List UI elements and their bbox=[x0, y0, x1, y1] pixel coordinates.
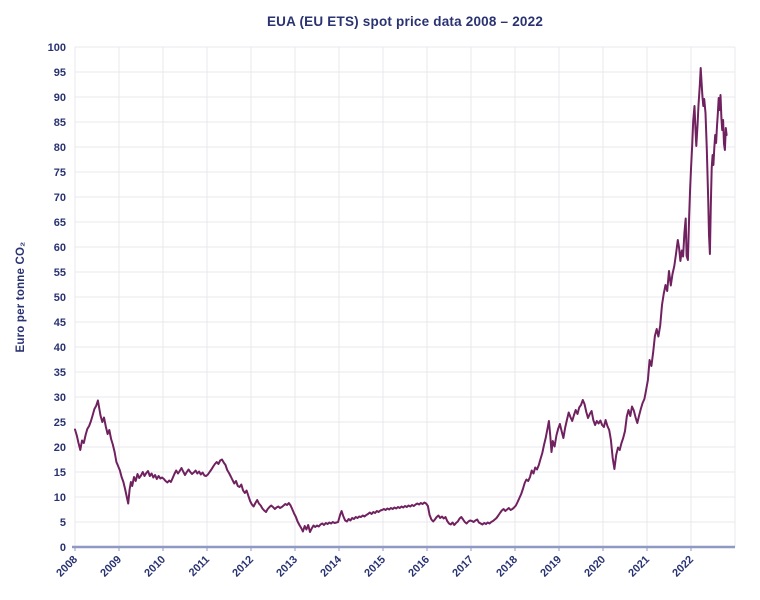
y-tick-label: 40 bbox=[54, 342, 66, 354]
y-tick-label: 5 bbox=[60, 517, 66, 529]
y-tick-label: 35 bbox=[54, 367, 66, 379]
x-tick-label: 2022 bbox=[670, 554, 696, 580]
y-tick-label: 15 bbox=[54, 467, 66, 479]
x-tick-label: 2020 bbox=[582, 554, 608, 580]
y-tick-label: 10 bbox=[54, 492, 66, 504]
y-tick-label: 45 bbox=[54, 317, 66, 329]
y-tick-label: 95 bbox=[54, 67, 66, 79]
y-tick-label: 20 bbox=[54, 442, 66, 454]
y-tick-label: 0 bbox=[60, 542, 66, 554]
price-line bbox=[74, 67, 728, 533]
x-tick-label: 2016 bbox=[406, 554, 432, 580]
y-tick-label: 25 bbox=[54, 417, 66, 429]
y-tick-label: 30 bbox=[54, 392, 66, 404]
x-tick-label: 2019 bbox=[538, 554, 564, 580]
y-tick-label: 60 bbox=[54, 242, 66, 254]
x-tick-label: 2018 bbox=[494, 554, 520, 580]
x-tick-label: 2021 bbox=[626, 554, 652, 580]
x-tick-label: 2013 bbox=[274, 554, 300, 580]
y-tick-label: 90 bbox=[54, 92, 66, 104]
x-tick-label: 2008 bbox=[54, 554, 80, 580]
x-tick-label: 2011 bbox=[187, 554, 212, 579]
y-tick-label: 85 bbox=[54, 117, 66, 129]
y-tick-label: 50 bbox=[54, 292, 66, 304]
x-tick-label: 2014 bbox=[318, 553, 344, 579]
y-tick-label: 75 bbox=[54, 167, 66, 179]
y-tick-label: 65 bbox=[54, 217, 66, 229]
x-tick-label: 2009 bbox=[98, 554, 124, 580]
x-tick-label: 2017 bbox=[450, 554, 476, 580]
y-tick-label: 80 bbox=[54, 142, 66, 154]
chart-title: EUA (EU ETS) spot price data 2008 – 2022 bbox=[266, 14, 544, 29]
x-tick-label: 2010 bbox=[142, 554, 168, 580]
x-tick-label: 2012 bbox=[230, 554, 256, 580]
x-tick-label: 2015 bbox=[362, 554, 388, 580]
y-tick-label: 70 bbox=[54, 192, 66, 204]
y-tick-label: 100 bbox=[48, 42, 66, 54]
y-tick-label: 55 bbox=[54, 267, 66, 279]
